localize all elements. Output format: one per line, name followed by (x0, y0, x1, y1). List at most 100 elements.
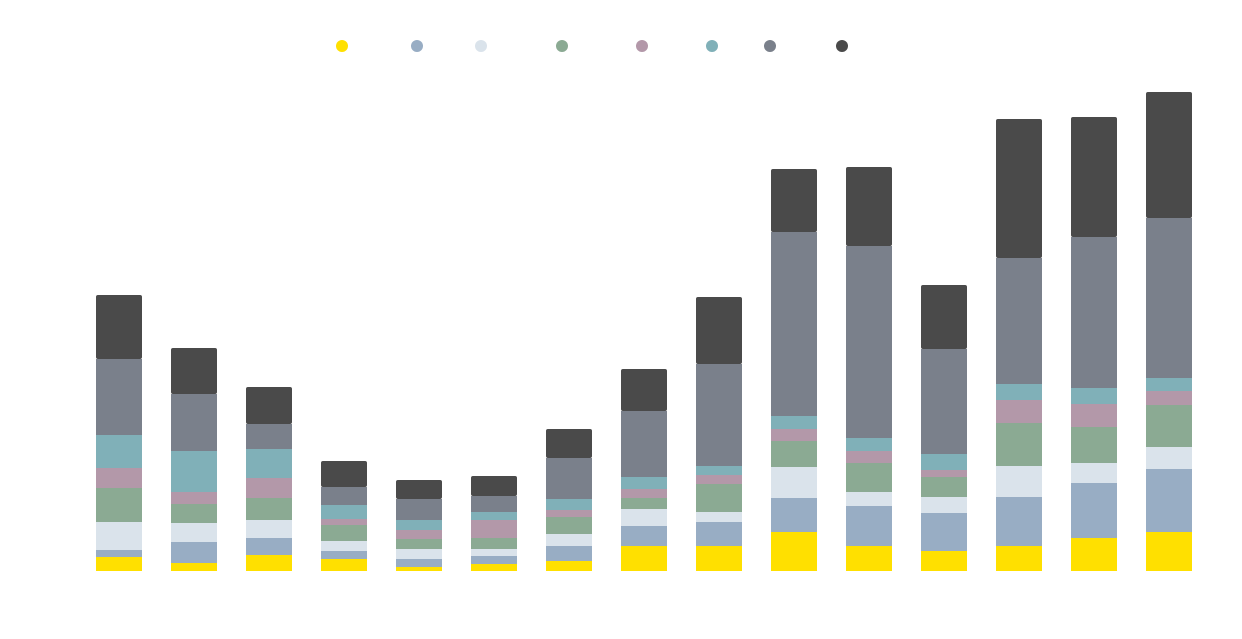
bar-segment-3-7[interactable] (246, 424, 292, 449)
bar-segment-10-3[interactable] (771, 467, 817, 498)
bar-segment-12-6[interactable] (921, 454, 967, 470)
bar-segment-9-6[interactable] (696, 466, 742, 475)
bar-segment-2-1[interactable] (171, 563, 217, 571)
bar-segment-14-2[interactable] (1071, 483, 1117, 538)
bar-segment-14-4[interactable] (1071, 427, 1117, 463)
bar-segment-2-2[interactable] (171, 542, 217, 563)
bar-segment-14-8[interactable] (1071, 117, 1117, 237)
bar-segment-14-3[interactable] (1071, 463, 1117, 483)
bar-segment-5-1[interactable] (396, 567, 442, 571)
bar-segment-8-2[interactable] (621, 526, 667, 546)
bar-segment-4-2[interactable] (321, 551, 367, 559)
legend-marker-3[interactable] (475, 40, 487, 52)
bar-segment-4-7[interactable] (321, 487, 367, 505)
bar-segment-11-3[interactable] (846, 492, 892, 506)
bar-segment-11-8[interactable] (846, 167, 892, 246)
bar-segment-11-6[interactable] (846, 438, 892, 451)
bar-segment-15-5[interactable] (1146, 391, 1192, 405)
bar-segment-4-8[interactable] (321, 461, 367, 487)
bar-segment-2-7[interactable] (171, 394, 217, 451)
bar-segment-4-4[interactable] (321, 525, 367, 541)
bar-segment-7-8[interactable] (546, 429, 592, 458)
bar-segment-6-5[interactable] (471, 520, 517, 538)
bar-segment-12-3[interactable] (921, 497, 967, 513)
bar-segment-12-4[interactable] (921, 477, 967, 497)
bar-segment-9-4[interactable] (696, 484, 742, 512)
bar-segment-4-6[interactable] (321, 505, 367, 519)
bar-segment-4-1[interactable] (321, 559, 367, 571)
bar-segment-2-3[interactable] (171, 523, 217, 542)
bar-segment-14-1[interactable] (1071, 538, 1117, 571)
bar-segment-5-3[interactable] (396, 549, 442, 559)
bar-segment-11-1[interactable] (846, 546, 892, 571)
bar-segment-3-1[interactable] (246, 555, 292, 571)
bar-segment-15-6[interactable] (1146, 378, 1192, 391)
bar-segment-10-1[interactable] (771, 532, 817, 571)
bar-segment-3-6[interactable] (246, 449, 292, 478)
bar-segment-7-4[interactable] (546, 517, 592, 534)
bar-segment-8-7[interactable] (621, 411, 667, 477)
bar-segment-9-2[interactable] (696, 522, 742, 546)
bar-segment-11-2[interactable] (846, 506, 892, 546)
bar-segment-6-4[interactable] (471, 538, 517, 549)
bar-segment-1-6[interactable] (96, 435, 142, 468)
bar-segment-12-2[interactable] (921, 513, 967, 551)
bar-segment-12-1[interactable] (921, 551, 967, 571)
legend-marker-1[interactable] (336, 40, 348, 52)
bar-segment-9-8[interactable] (696, 297, 742, 364)
bar-segment-8-1[interactable] (621, 546, 667, 571)
bar-segment-10-7[interactable] (771, 232, 817, 416)
bar-segment-5-7[interactable] (396, 499, 442, 520)
bar-segment-5-4[interactable] (396, 539, 442, 549)
bar-segment-3-2[interactable] (246, 538, 292, 555)
bar-segment-13-3[interactable] (996, 466, 1042, 497)
bar-segment-13-8[interactable] (996, 119, 1042, 258)
legend-marker-6[interactable] (706, 40, 718, 52)
bar-segment-4-3[interactable] (321, 541, 367, 551)
bar-segment-12-8[interactable] (921, 285, 967, 349)
bar-segment-12-5[interactable] (921, 470, 967, 477)
bar-segment-10-8[interactable] (771, 169, 817, 232)
bar-segment-6-6[interactable] (471, 512, 517, 520)
bar-segment-10-2[interactable] (771, 498, 817, 532)
bar-segment-6-3[interactable] (471, 549, 517, 556)
bar-segment-15-3[interactable] (1146, 447, 1192, 469)
bar-segment-10-6[interactable] (771, 416, 817, 429)
bar-segment-4-5[interactable] (321, 519, 367, 525)
bar-segment-13-4[interactable] (996, 423, 1042, 466)
bar-segment-3-3[interactable] (246, 520, 292, 538)
bar-segment-14-6[interactable] (1071, 388, 1117, 404)
bar-segment-8-3[interactable] (621, 509, 667, 526)
bar-segment-14-5[interactable] (1071, 404, 1117, 427)
bar-segment-12-7[interactable] (921, 349, 967, 454)
bar-segment-9-7[interactable] (696, 364, 742, 466)
bar-segment-15-4[interactable] (1146, 405, 1192, 447)
bar-segment-11-5[interactable] (846, 451, 892, 463)
bar-segment-3-5[interactable] (246, 478, 292, 498)
bar-segment-6-7[interactable] (471, 496, 517, 512)
bar-segment-11-7[interactable] (846, 246, 892, 438)
bar-segment-8-5[interactable] (621, 489, 667, 498)
bar-segment-5-6[interactable] (396, 520, 442, 530)
bar-segment-9-1[interactable] (696, 546, 742, 571)
bar-segment-1-4[interactable] (96, 488, 142, 522)
bar-segment-7-2[interactable] (546, 546, 592, 561)
bar-segment-1-1[interactable] (96, 557, 142, 571)
bar-segment-2-5[interactable] (171, 492, 217, 504)
bar-segment-6-8[interactable] (471, 476, 517, 496)
bar-segment-10-4[interactable] (771, 441, 817, 467)
bar-segment-6-2[interactable] (471, 556, 517, 564)
bar-segment-10-5[interactable] (771, 429, 817, 441)
bar-segment-5-2[interactable] (396, 559, 442, 567)
legend-marker-5[interactable] (636, 40, 648, 52)
bar-segment-7-6[interactable] (546, 499, 592, 510)
bar-segment-7-7[interactable] (546, 458, 592, 499)
bar-segment-15-2[interactable] (1146, 469, 1192, 532)
bar-segment-2-4[interactable] (171, 504, 217, 523)
legend-marker-8[interactable] (836, 40, 848, 52)
bar-segment-13-1[interactable] (996, 546, 1042, 571)
bar-segment-8-4[interactable] (621, 498, 667, 509)
bar-segment-8-8[interactable] (621, 369, 667, 411)
legend-marker-2[interactable] (411, 40, 423, 52)
bar-segment-13-6[interactable] (996, 384, 1042, 400)
